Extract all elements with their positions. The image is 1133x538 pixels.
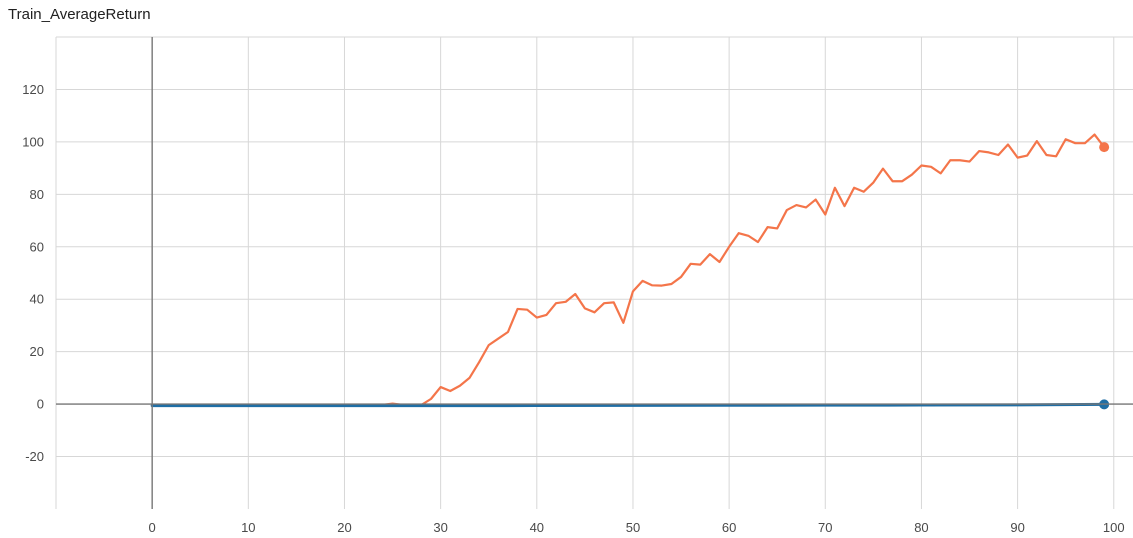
series-line-2 — [150, 402, 1106, 408]
series-end-point-1 — [1099, 142, 1110, 153]
y-tick-label: 40 — [30, 292, 44, 307]
y-tick-label: -20 — [25, 449, 44, 464]
x-tick-label: 70 — [818, 520, 832, 535]
grid-layer — [55, 36, 1133, 509]
x-tick-label: 20 — [337, 520, 351, 535]
chart-title: Train_AverageReturn — [8, 6, 151, 23]
x-tick-label: 0 — [149, 520, 156, 535]
y-tick-label: 0 — [37, 397, 44, 412]
series-layer — [150, 133, 1110, 410]
x-tick-label: 100 — [1103, 520, 1125, 535]
x-tick-label: 40 — [530, 520, 544, 535]
axis-layer: -20 0 20 40 60 80 100 120 0 10 20 30 40 50 60 70 80 90 100 — [22, 37, 1133, 535]
x-tick-label: 60 — [722, 520, 736, 535]
x-tick-label: 80 — [914, 520, 928, 535]
y-tick-label: 120 — [22, 82, 44, 97]
x-tick-label: 90 — [1010, 520, 1024, 535]
y-tick-label: 100 — [22, 134, 44, 149]
x-tick-label: 30 — [433, 520, 447, 535]
series-line-1 — [151, 133, 1106, 406]
x-tick-label: 10 — [241, 520, 255, 535]
x-tick-label: 50 — [626, 520, 640, 535]
y-tick-label: 60 — [30, 239, 44, 254]
y-tick-label: 80 — [30, 187, 44, 202]
y-tick-label: 20 — [30, 344, 44, 359]
